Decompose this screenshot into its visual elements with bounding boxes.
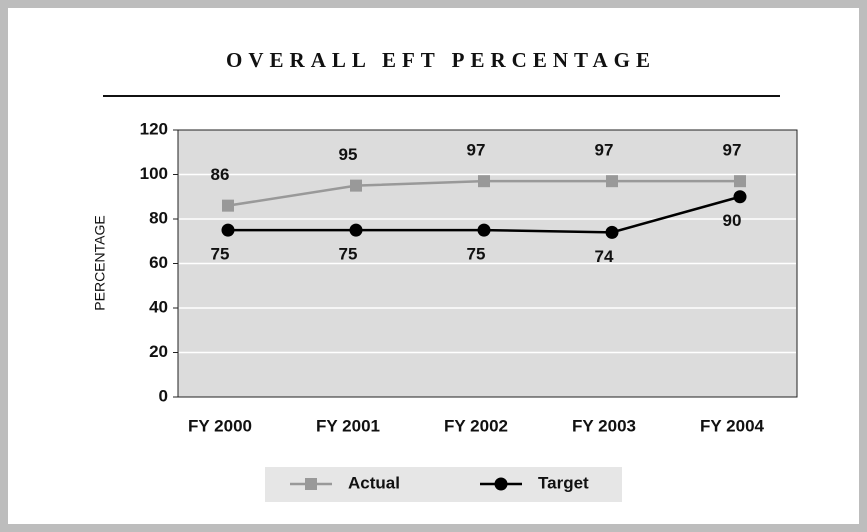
- y-tick-label: 100: [140, 164, 168, 183]
- chart-title: OVERALL EFT PERCENTAGE: [226, 48, 656, 72]
- y-tick-label: 60: [149, 253, 168, 272]
- marker: [349, 223, 363, 237]
- y-tick-label: 20: [149, 342, 168, 361]
- y-axis-label: PERCENTAGE: [92, 215, 108, 310]
- marker: [222, 199, 234, 212]
- data-label: 97: [723, 141, 742, 160]
- legend-label: Actual: [348, 473, 400, 492]
- marker: [605, 225, 619, 239]
- data-label: 86: [211, 165, 230, 184]
- y-tick-label: 80: [149, 208, 168, 227]
- x-tick-label: FY 2004: [700, 416, 765, 435]
- data-label: 97: [467, 141, 486, 160]
- y-tick-label: 40: [149, 297, 168, 316]
- x-tick-label: FY 2001: [316, 416, 380, 435]
- marker: [734, 175, 746, 188]
- data-label: 75: [339, 245, 358, 264]
- legend-label: Target: [538, 473, 589, 492]
- data-label: 97: [595, 141, 614, 160]
- x-tick-label: FY 2002: [444, 416, 508, 435]
- data-label: 74: [595, 247, 614, 266]
- y-tick-label: 120: [140, 119, 168, 138]
- legend-marker: [305, 478, 317, 490]
- marker: [478, 175, 490, 188]
- marker: [350, 179, 362, 192]
- x-tick-label: FY 2000: [188, 416, 252, 435]
- legend-marker: [494, 477, 508, 491]
- y-tick-label: 0: [159, 386, 168, 405]
- marker: [477, 223, 491, 237]
- data-label: 95: [339, 145, 358, 164]
- marker: [733, 190, 747, 204]
- marker: [221, 223, 235, 237]
- data-label: 90: [723, 211, 742, 230]
- data-label: 75: [211, 245, 230, 264]
- x-tick-label: FY 2003: [572, 416, 636, 435]
- data-label: 75: [467, 245, 486, 264]
- marker: [606, 175, 618, 188]
